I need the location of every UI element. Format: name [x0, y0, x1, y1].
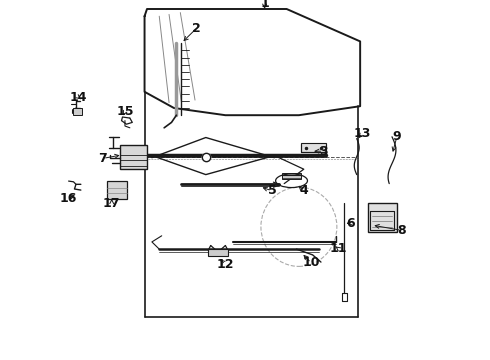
Text: 3: 3 [319, 145, 328, 158]
Bar [208, 249, 228, 256]
Text: 12: 12 [217, 258, 234, 271]
Text: 11: 11 [329, 242, 347, 255]
Bar [107, 181, 127, 199]
Text: 7: 7 [98, 152, 107, 165]
Text: 2: 2 [192, 22, 200, 35]
Text: 10: 10 [302, 256, 320, 269]
Text: 4: 4 [299, 184, 308, 197]
Text: 13: 13 [354, 127, 371, 140]
Text: 17: 17 [103, 197, 121, 210]
Text: 6: 6 [346, 217, 355, 230]
Text: 8: 8 [397, 224, 406, 237]
Text: 16: 16 [60, 192, 77, 204]
Bar [282, 173, 301, 179]
Text: 14: 14 [70, 91, 87, 104]
Text: 5: 5 [268, 184, 276, 197]
Text: 15: 15 [116, 105, 134, 118]
Text: 1: 1 [260, 0, 269, 10]
Bar [73, 108, 82, 115]
Bar [301, 143, 326, 152]
Text: 9: 9 [392, 130, 401, 143]
Bar [120, 145, 147, 169]
Bar [368, 203, 397, 232]
